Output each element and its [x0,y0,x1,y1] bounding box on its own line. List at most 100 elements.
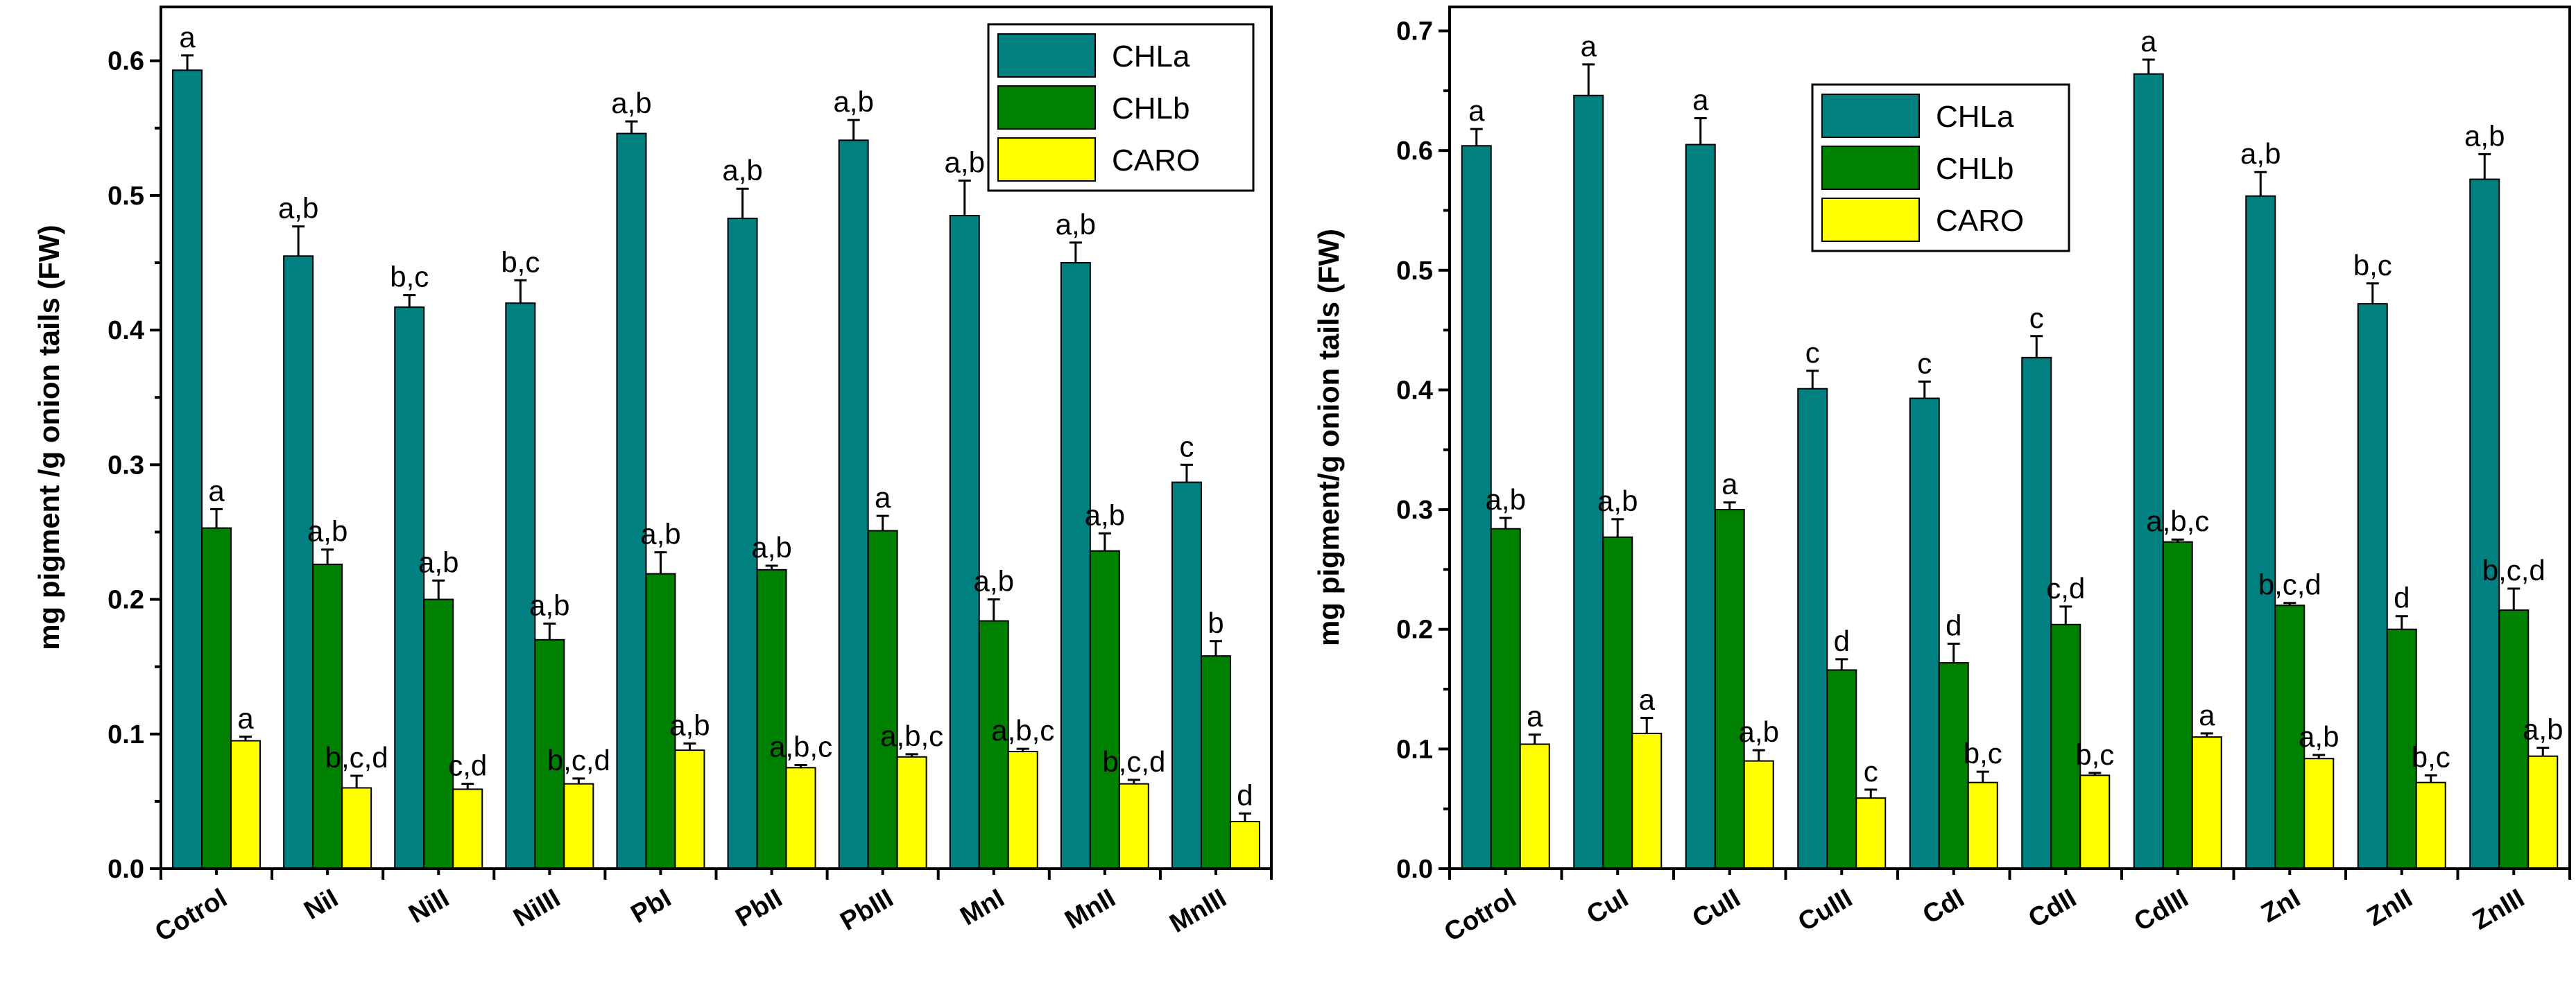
error-bar [1947,642,1960,663]
legend: CHLa CHLb CARO [1811,83,2070,252]
significance-label: a,b [2299,720,2339,753]
error-bar [2395,615,2408,629]
error-bar [654,551,667,574]
bar-chla-cuii [1685,144,1716,870]
x-tick-label: NiII [404,883,454,929]
bar-caro-niiii [563,783,594,870]
bar-caro-cdi [1967,781,1998,869]
bar-chla-nii [283,255,314,869]
error-bar [1864,788,1878,799]
significance-label: a [208,474,225,507]
y-axis-label: mg pigment /g onion tails (FW) [33,225,65,650]
significance-label: c [1179,430,1194,462]
error-bar [543,623,556,640]
x-tick-label: NiI [300,883,343,926]
bar-chla-cdi [1909,397,1940,869]
error-bar [905,753,918,757]
error-bar [2088,772,2102,776]
significance-label: a,b [2523,713,2563,746]
error-bar [2200,732,2213,738]
error-bar [1723,501,1736,510]
x-tick-label: PbII [731,883,787,932]
error-bar [1835,658,1848,670]
error-bar [958,180,971,216]
bar-caro-cuii [1743,760,1774,869]
error-bar [181,54,194,71]
significance-label: b,c [501,245,540,278]
significance-label: a,b [833,85,873,118]
error-bar [987,598,1000,621]
error-bar [2536,747,2550,756]
error-bar [1016,747,1029,752]
legend-swatch-chlb [997,85,1096,130]
bar-chlb-cotrol [1490,528,1521,869]
x-tick-label: Cotrol [151,883,232,947]
x-tick-label: MnIII [1165,883,1231,939]
significance-label: a [1527,700,1543,733]
x-tick-label: Cotrol [1439,883,1521,947]
bar-caro-mni [1007,751,1038,869]
bar-chla-mniii [1171,481,1202,869]
error-bar [572,777,585,784]
significance-label: a,b [1597,485,1638,517]
significance-label: c [1917,347,1932,379]
bar-chla-zniii [2469,178,2500,870]
bar-chla-pbii [727,217,758,869]
error-bar [1209,640,1222,657]
significance-label: c [1805,336,1820,369]
bar-chlb-cuiii [1826,669,1857,869]
error-bar [210,507,223,528]
error-bar [2059,605,2072,625]
error-bar [2478,153,2491,180]
bar-caro-zniii [2527,755,2559,870]
error-bar [432,579,445,600]
x-tick-label: MnII [1061,883,1121,935]
significance-label: d [1946,609,1961,641]
legend: CHLa CHLb CARO [987,23,1255,192]
significance-label: a,b [1486,483,1526,516]
bar-caro-niii [452,788,483,869]
significance-label: a,b [751,531,791,564]
bar-chlb-znii [2386,628,2417,869]
bar-chlb-mniii [1200,655,1231,870]
error-bar [2142,58,2155,74]
significance-label: a,b [1085,498,1125,531]
error-bar [1098,532,1111,551]
x-tick-label: MnI [956,883,1010,931]
y-axis-label: mg pigment/g onion tails (FW) [1312,229,1345,646]
x-tick-label: CdII [2024,883,2081,933]
significance-label: b,c,d [1102,745,1165,778]
significance-label: a [2199,699,2215,731]
bar-caro-znii [2415,781,2446,869]
error-bar [2283,602,2296,606]
x-tick-label: PbI [626,883,676,929]
significance-label: a,b,c [880,720,943,752]
bar-chla-cdii [2021,356,2052,869]
legend-swatch-caro [1821,198,1920,242]
bar-chlb-cui [1602,536,1633,869]
bar-caro-cuiii [1855,797,1887,870]
significance-label: c [2029,302,2044,334]
significance-label: b [1208,607,1223,639]
y-tick-label: 0.3 [108,451,144,480]
significance-label: a,b [307,515,347,548]
y-tick-label: 0.2 [108,586,144,615]
error-bar [292,225,305,257]
bar-chlb-niiii [534,639,565,869]
error-bar [321,548,334,565]
y-tick-label: 0.1 [1396,735,1433,764]
legend-label-chlb: CHLb [1112,92,1190,125]
bar-chlb-nii [312,564,343,869]
error-bar [2507,587,2521,611]
error-bar [2171,538,2184,542]
significance-label: a,b [611,87,651,119]
bar-chla-niiii [505,302,536,869]
bar-caro-cotrol [1519,743,1550,870]
x-tick-label: ZnI [2256,883,2305,928]
error-bar [794,763,807,768]
y-tick-label: 0.6 [1396,137,1433,166]
error-bar [1640,716,1654,733]
significance-label: a,b [2464,119,2505,152]
bar-chla-pbiii [838,139,869,869]
error-bar [1180,463,1193,483]
